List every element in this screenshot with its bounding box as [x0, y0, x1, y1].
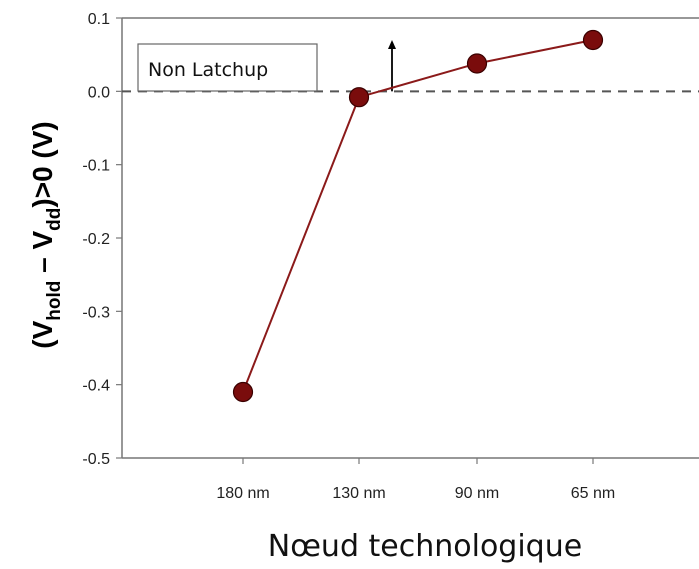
series-line	[242, 39, 594, 393]
x-tick-label: 130 nm	[332, 485, 385, 502]
x-tick-label: 180 nm	[216, 485, 269, 502]
y-tick-label: 0.0	[88, 84, 110, 101]
y-label-sub-hold: hold	[44, 281, 65, 321]
x-tick-label: 90 nm	[455, 485, 499, 502]
x-axis-label: Nœud technologique	[268, 529, 582, 564]
y-label-minus: – V	[27, 231, 58, 281]
y-tick-label: -0.3	[82, 304, 110, 321]
y-tick-label: -0.5	[82, 451, 110, 468]
annotation-group: Non Latchup	[137, 40, 396, 92]
y-tick-label: -0.4	[82, 378, 110, 395]
y-label-close: )>0 (V)	[27, 121, 58, 207]
data-point	[232, 381, 254, 403]
y-label-open: (V	[27, 320, 58, 348]
y-tick-label: -0.1	[82, 158, 110, 175]
data-point	[582, 29, 604, 51]
y-axis-label: (Vhold – Vdd)>0 (V)	[27, 121, 65, 349]
series-group	[232, 29, 604, 403]
y-tick-label: -0.2	[82, 231, 110, 248]
y-tick-label: 0.1	[88, 11, 110, 28]
y-ticks: 0.1 0.0 -0.1 -0.2 -0.3 -0.4 -0.5	[82, 11, 122, 468]
annotation-arrow-head	[388, 40, 396, 49]
y-label-sub-dd: dd	[44, 208, 65, 231]
x-ticks: 180 nm 130 nm 90 nm 65 nm	[216, 458, 615, 502]
x-tick-label: 65 nm	[571, 485, 615, 502]
data-point	[348, 87, 370, 108]
data-point	[466, 53, 488, 74]
non-latchup-label: Non Latchup	[148, 59, 268, 81]
non-latchup-box	[137, 43, 318, 92]
